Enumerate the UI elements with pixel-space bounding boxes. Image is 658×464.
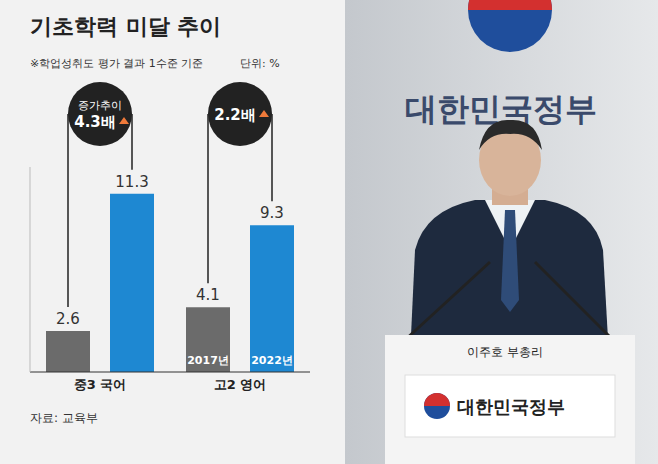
svg-text:4.1: 4.1 — [196, 286, 220, 304]
svg-text:대한민국정부: 대한민국정부 — [405, 90, 597, 128]
svg-text:2017년: 2017년 — [187, 354, 229, 367]
svg-text:9.3: 9.3 — [260, 204, 284, 222]
svg-text:이주호 부총리: 이주호 부총리 — [467, 345, 543, 359]
svg-text:증가추이: 증가추이 — [78, 99, 122, 112]
html-text:※학업성취도 평가 결과 1수준 기준: ※학업성취도 평가 결과 1수준 기준 — [30, 57, 204, 70]
svg-text:2.2배: 2.2배 — [214, 106, 256, 124]
svg-text:11.3: 11.3 — [115, 173, 148, 191]
svg-text:고2 영어: 고2 영어 — [214, 377, 267, 392]
svg-text:중3 국어: 중3 국어 — [74, 377, 127, 392]
svg-text:2022년: 2022년 — [251, 354, 293, 367]
html-text:기초학력 미달 추이: 기초학력 미달 추이 — [30, 14, 222, 39]
svg-text:4.3배: 4.3배 — [74, 113, 116, 131]
html-text:자료: 교육부: 자료: 교육부 — [30, 411, 98, 425]
html-text:단위: %: 단위: % — [240, 57, 280, 70]
svg-text:대한민국정부: 대한민국정부 — [457, 396, 565, 417]
svg-text:2.6: 2.6 — [56, 310, 80, 328]
